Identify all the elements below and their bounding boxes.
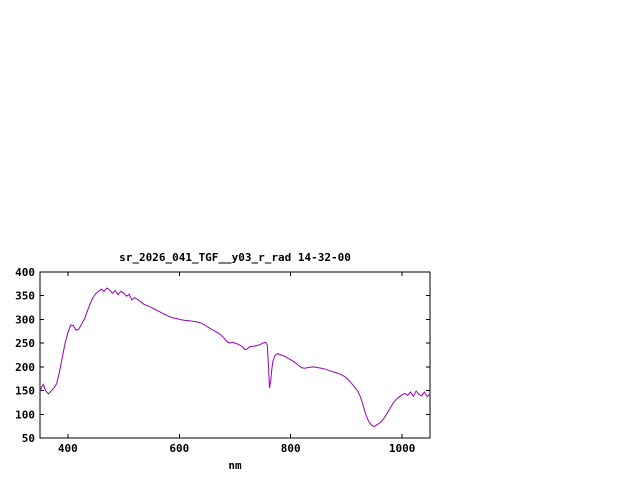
x-axis-label: nm bbox=[228, 459, 242, 472]
chart-title: sr_2026_041_TGF__y03_r_rad 14-32-00 bbox=[119, 251, 351, 264]
spectrum-line bbox=[39, 287, 431, 428]
y-tick-label: 350 bbox=[15, 290, 35, 303]
x-tick-label: 400 bbox=[58, 442, 78, 455]
y-tick-label: 50 bbox=[22, 432, 35, 445]
y-tick-label: 200 bbox=[15, 361, 35, 374]
x-tick-label: 600 bbox=[169, 442, 189, 455]
plot-border bbox=[39, 271, 431, 439]
x-tick-label: 1000 bbox=[389, 442, 416, 455]
y-tick-label: 250 bbox=[15, 337, 35, 350]
y-tick-label: 150 bbox=[15, 385, 35, 398]
y-tick-label: 100 bbox=[15, 408, 35, 421]
y-tick-label: 400 bbox=[15, 266, 35, 279]
x-tick-label: 800 bbox=[281, 442, 301, 455]
y-tick-label: 300 bbox=[15, 313, 35, 326]
